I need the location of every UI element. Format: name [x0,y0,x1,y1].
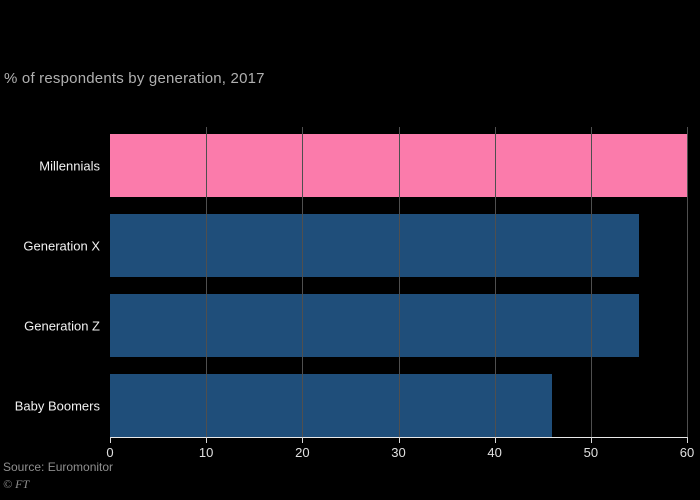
axis-tick [206,437,208,443]
category-label: Generation Z [24,318,100,333]
ft-credit: © FT [3,477,30,491]
gridline [398,127,400,437]
tick-label: 30 [391,445,406,460]
gridline [687,127,688,437]
category-label: Baby Boomers [14,398,100,413]
tick-label: 0 [106,445,114,460]
tick-label: 40 [487,445,502,460]
tick-label: 60 [679,445,695,460]
axis-tick [302,437,304,443]
bar-generation-z [110,294,639,357]
axis-tick [110,437,111,443]
gridline [590,127,592,437]
category-label: Millennials [39,158,100,173]
gridline [206,127,208,437]
gridline [494,127,496,437]
source-note: Source: Euromonitor [3,460,114,474]
bar-row: Generation X [23,214,687,277]
bar-row: Generation Z [24,294,687,357]
bar-generation-x [110,214,639,277]
plot-area: Millennials Generation X Generation Z Baby … [15,127,694,460]
bar-row: Baby Boomers [15,374,687,437]
chart-subtitle: % of respondents by generation, 2017 [4,70,265,87]
tick-label: 50 [583,445,599,460]
gridline [302,127,304,437]
tick-label: 10 [198,445,214,460]
tick-label: 20 [295,445,310,460]
axis-tick [398,437,400,443]
category-label: Generation X [23,238,100,253]
bar-baby-boomers [110,374,553,437]
axis-tick [494,437,496,443]
axis-tick [687,437,688,443]
axis-tick [590,437,592,443]
